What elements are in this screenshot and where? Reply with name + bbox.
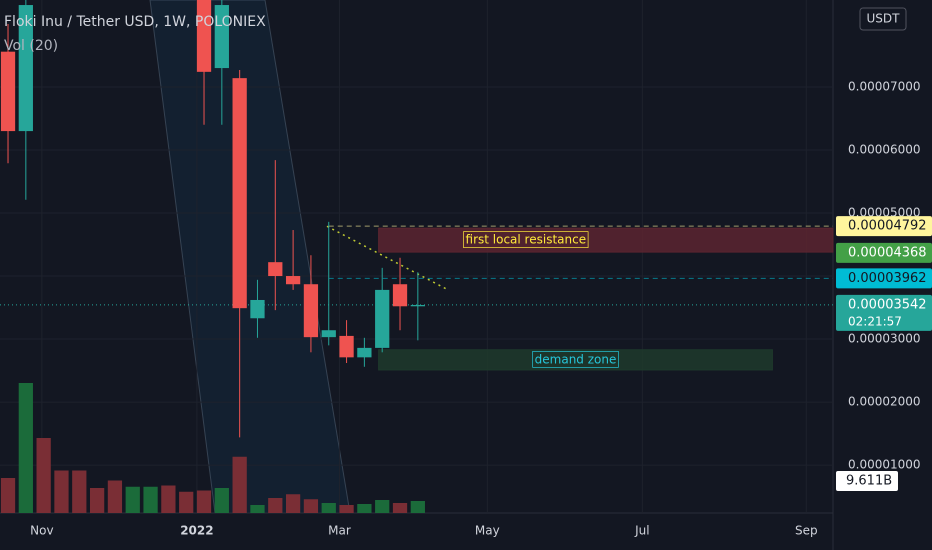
volume-bar bbox=[214, 488, 229, 513]
x-tick-label: Mar bbox=[328, 524, 351, 538]
x-tick-label: Sep bbox=[795, 524, 818, 538]
volume-bar bbox=[357, 504, 372, 513]
candle-body bbox=[268, 262, 283, 277]
volume-label: 9.611B bbox=[846, 473, 892, 488]
candle-body bbox=[0, 51, 16, 132]
candle-body bbox=[250, 299, 265, 319]
volume-bar bbox=[232, 456, 247, 513]
candle-body bbox=[196, 0, 212, 72]
candle-body bbox=[392, 284, 408, 307]
zone bbox=[378, 349, 773, 371]
zone-label-box bbox=[532, 351, 619, 368]
indicator-label: Vol (20) bbox=[4, 38, 58, 54]
volume-bar bbox=[179, 491, 194, 513]
candle-body bbox=[357, 347, 372, 358]
x-tick-label: Jul bbox=[634, 524, 649, 538]
countdown: 02:21:57 bbox=[848, 314, 902, 328]
price-label-box bbox=[836, 216, 932, 237]
volume-bar bbox=[285, 494, 301, 513]
volume-bar bbox=[143, 486, 158, 513]
grid bbox=[0, 0, 833, 513]
volume-bar bbox=[196, 490, 212, 513]
zone bbox=[378, 227, 834, 253]
volume-bar bbox=[0, 478, 16, 513]
zone-label: demand zone bbox=[535, 352, 617, 366]
currency[interactable]: USDT bbox=[867, 12, 901, 26]
y-tick-label: 0.00007000 bbox=[848, 79, 921, 93]
volume-bar bbox=[250, 505, 265, 513]
volume-bar bbox=[303, 499, 319, 513]
volume-bar bbox=[89, 488, 105, 513]
volume-label-box bbox=[836, 470, 898, 491]
volume-bar bbox=[36, 438, 51, 513]
volume-bar bbox=[375, 500, 390, 513]
y-tick-label: 0.00006000 bbox=[848, 142, 921, 156]
zone-label: first local resistance bbox=[466, 233, 587, 247]
volume-bar bbox=[54, 470, 69, 513]
price-label: 0.00004792 bbox=[848, 219, 927, 234]
candle-body bbox=[410, 305, 425, 307]
candle-body bbox=[18, 5, 33, 132]
volume-bar bbox=[268, 498, 283, 513]
volume-bar bbox=[339, 505, 354, 513]
price-label: 0.00003962 bbox=[848, 271, 927, 286]
candle-body bbox=[232, 78, 247, 309]
candle-body bbox=[285, 276, 301, 285]
candle-body bbox=[214, 5, 229, 69]
candle-body bbox=[303, 284, 319, 338]
currency-box[interactable] bbox=[859, 7, 907, 31]
volume-bar bbox=[161, 485, 176, 513]
candle-body bbox=[339, 335, 354, 358]
price-label: 0.00004368 bbox=[848, 245, 927, 260]
chart-title: Floki Inu / Tether USD, 1W, POLONIEX bbox=[4, 14, 266, 30]
volume-bar bbox=[18, 383, 33, 513]
y-tick-label: 0.00002000 bbox=[848, 395, 921, 409]
price-label: 0.00003542 bbox=[848, 297, 927, 312]
volume-bar bbox=[107, 480, 123, 513]
volume-bar bbox=[72, 470, 87, 513]
volume-bar bbox=[392, 503, 408, 513]
plot: first local resistance demand zone bbox=[0, 0, 834, 513]
y-tick-label: 0.00001000 bbox=[848, 458, 921, 472]
x-tick-label: 2022 bbox=[180, 524, 213, 538]
candle-body bbox=[321, 330, 336, 338]
volume-bar bbox=[321, 503, 336, 513]
trendline bbox=[326, 225, 449, 291]
y-tick-label: 0.00003000 bbox=[848, 332, 921, 346]
volume-bar bbox=[125, 486, 140, 513]
y-tick-label: 0.00005000 bbox=[848, 206, 921, 220]
price-label-box bbox=[836, 294, 932, 331]
zone-label-box bbox=[463, 231, 589, 248]
x-tick-label: May bbox=[475, 524, 500, 538]
volume-bar bbox=[410, 500, 425, 513]
candle-body bbox=[375, 289, 390, 348]
price-label-box bbox=[836, 242, 932, 263]
x-tick-label: Nov bbox=[30, 524, 53, 538]
price-label-box bbox=[836, 268, 932, 289]
